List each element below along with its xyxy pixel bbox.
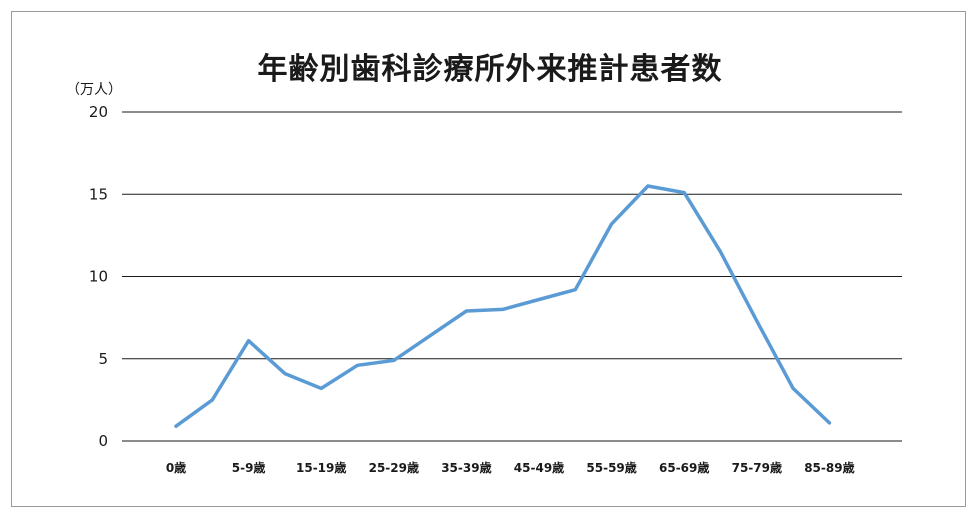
x-tick-label: 25-29歳 xyxy=(369,460,419,475)
gridlines xyxy=(122,111,902,442)
x-tick-label: 55-59歳 xyxy=(586,460,636,475)
y-tick-labels: 0 5 10 15 20 xyxy=(89,103,108,450)
x-tick-labels: 0歳 5-9歳 15-19歳 25-29歳 35-39歳 45-49歳 55-59歳 65-6… xyxy=(166,460,855,475)
x-tick-label: 85-89歳 xyxy=(804,460,854,475)
y-unit-label: （万人） xyxy=(66,82,122,98)
x-tick-label: 75-79歳 xyxy=(732,460,782,475)
y-tick-label: 0 xyxy=(98,432,108,450)
x-tick-label: 5-9歳 xyxy=(232,460,266,475)
chart-title: 年齢別歯科診療所外来推計患者数 xyxy=(257,52,723,87)
x-tick-label: 65-69歳 xyxy=(659,460,709,475)
x-tick-label: 15-19歳 xyxy=(296,460,346,475)
series-line-0 xyxy=(174,184,832,428)
y-tick-label: 15 xyxy=(89,185,108,203)
y-tick-label: 10 xyxy=(89,268,108,286)
x-tick-label: 0歳 xyxy=(166,460,186,475)
x-tick-label: 45-49歳 xyxy=(514,460,564,475)
series-lines xyxy=(174,184,832,428)
y-tick-label: 20 xyxy=(89,103,108,121)
chart-frame xyxy=(11,11,966,507)
x-tick-label: 35-39歳 xyxy=(441,460,491,475)
y-tick-label: 5 xyxy=(98,350,108,368)
